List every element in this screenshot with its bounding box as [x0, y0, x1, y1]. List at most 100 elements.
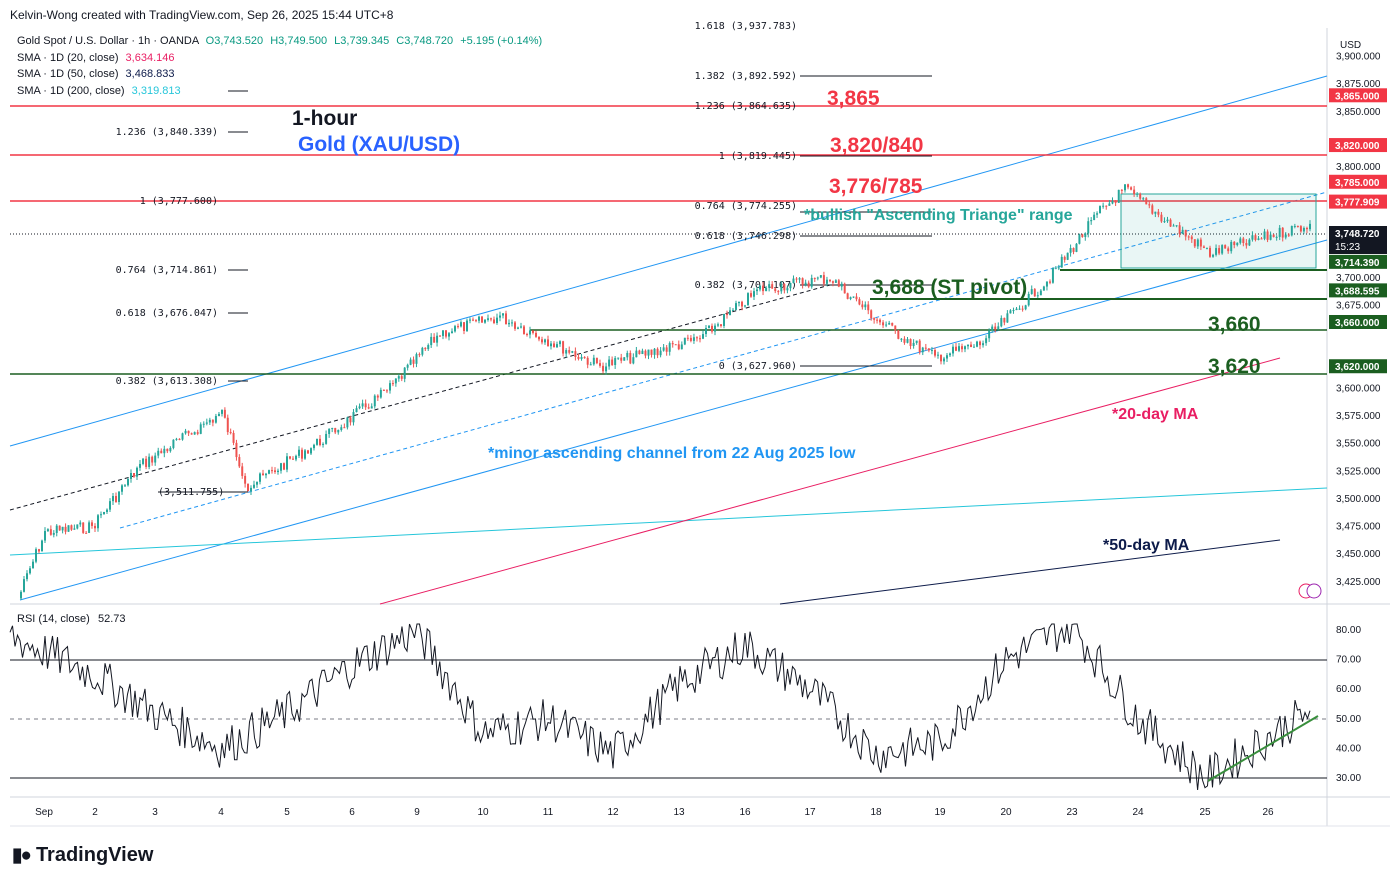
candle-body	[1045, 281, 1048, 287]
candle-body	[490, 318, 492, 320]
candle-body	[148, 456, 151, 467]
fib-left-label: (3,511.755)	[158, 487, 224, 498]
candle-body	[798, 278, 801, 280]
candle-body	[665, 347, 668, 352]
candle-body	[738, 301, 740, 304]
candle-body	[927, 348, 930, 351]
candle-body	[547, 339, 549, 347]
indicator-icon[interactable]	[1306, 583, 1322, 599]
candle-body	[614, 358, 617, 366]
candle-body	[1257, 238, 1260, 240]
price-tag-text: 3,660.000	[1335, 318, 1380, 329]
price-tick: 3,575.000	[1336, 411, 1381, 422]
annotation-ma20: *20-day MA	[1112, 406, 1199, 423]
candle-body	[553, 343, 555, 348]
candle-body	[714, 325, 716, 332]
candle-body	[379, 389, 382, 398]
candle-body	[918, 340, 921, 353]
legend-sma20[interactable]: SMA · 1D (20, close) 3,634.146	[17, 50, 542, 67]
candle-body	[460, 322, 462, 327]
candle-body	[370, 406, 373, 409]
candle-body	[1227, 248, 1230, 252]
candle-body	[544, 339, 546, 343]
price-tick: 3,550.000	[1336, 439, 1381, 450]
candle-body	[955, 346, 957, 351]
candle-body	[196, 432, 199, 434]
candle-body	[244, 475, 247, 484]
candle-body	[1309, 223, 1311, 230]
candle-body	[723, 313, 725, 326]
fib-right-label: 1.382 (3,892.592)	[695, 71, 797, 82]
candle-body	[1133, 189, 1136, 195]
candle-body	[864, 304, 867, 308]
candle-body	[58, 525, 61, 531]
tradingview-logo-icon: ▮●	[12, 845, 32, 866]
candle-body	[334, 428, 337, 433]
currency-label[interactable]: USD	[1340, 40, 1361, 51]
candle-body	[295, 455, 297, 460]
candle-body	[163, 448, 166, 454]
channel-upper-line	[9, 75, 1328, 447]
time-tick: 18	[870, 807, 882, 818]
tradingview-logo[interactable]: ▮● TradingView	[12, 844, 153, 867]
candle-body	[849, 297, 852, 299]
candle-body	[580, 357, 583, 359]
candle-body	[73, 528, 76, 530]
candle-body	[964, 346, 966, 350]
candle-body	[142, 458, 145, 464]
candle-body	[457, 326, 459, 328]
candle-body	[717, 324, 719, 326]
candle-body	[286, 456, 288, 470]
legend-sma50[interactable]: SMA · 1D (50, close) 3,468.833	[17, 66, 542, 83]
candle-body	[35, 549, 37, 562]
candle-body	[529, 330, 531, 335]
price-tag-text: 3,620.000	[1335, 362, 1380, 373]
candle-body	[445, 330, 447, 337]
rsi-value: 52.73	[98, 613, 126, 625]
candle-body	[958, 346, 960, 351]
candle-body	[221, 409, 223, 414]
candle-body	[608, 359, 611, 367]
candle-body	[967, 344, 969, 347]
time-tick: 16	[739, 807, 751, 818]
candle-body	[1136, 193, 1139, 195]
candle-body	[409, 359, 412, 365]
candle-body	[232, 432, 235, 443]
candle-body	[1199, 239, 1202, 247]
candle-body	[238, 457, 241, 467]
candle-body	[247, 483, 249, 492]
candle-body	[1181, 229, 1184, 234]
candle-body	[1193, 239, 1196, 247]
candle-body	[427, 345, 430, 350]
candle-body	[274, 470, 276, 473]
annotation-triangle: *bullish "Ascending Triange" range	[804, 207, 1073, 224]
candle-body	[979, 341, 981, 346]
candle-body	[85, 532, 88, 534]
rsi-tick: 40.00	[1336, 743, 1361, 754]
candle-body	[813, 277, 816, 279]
candle-body	[994, 326, 997, 330]
candle-body	[448, 333, 450, 337]
candle-body	[1021, 308, 1024, 310]
candle-body	[829, 279, 831, 282]
candle-body	[298, 449, 300, 456]
time-tick: 23	[1066, 807, 1078, 818]
candle-body	[1060, 256, 1063, 268]
price-tag	[1329, 359, 1387, 374]
candle-body	[520, 326, 522, 328]
candle-body	[870, 310, 873, 319]
candle-body	[1148, 204, 1151, 206]
candle-body	[804, 282, 807, 285]
candle-body	[44, 531, 46, 541]
candle-body	[319, 438, 321, 445]
legend-sma200[interactable]: SMA · 1D (200, close) 3,319.813	[17, 83, 542, 100]
candle-body	[91, 522, 93, 526]
candle-body	[571, 351, 574, 353]
candle-body	[1030, 289, 1033, 294]
candle-body	[1072, 248, 1075, 252]
candle-body	[1160, 214, 1163, 222]
candle-body	[538, 336, 540, 340]
candle-body	[373, 395, 376, 407]
candle-body	[20, 591, 22, 599]
